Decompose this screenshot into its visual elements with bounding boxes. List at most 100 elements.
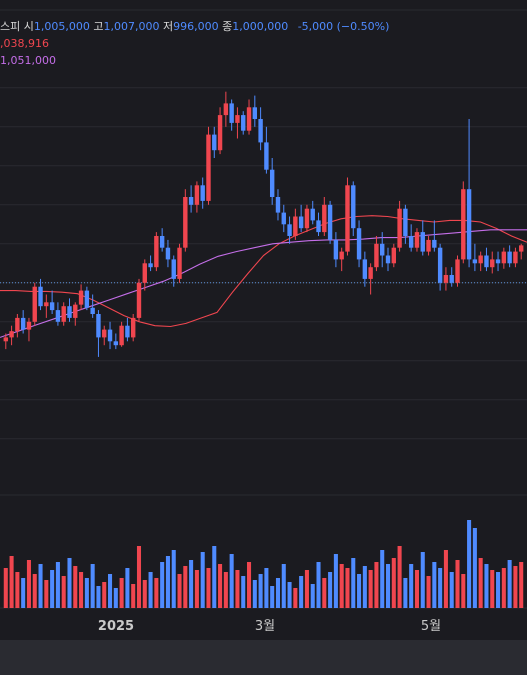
candle-body [304, 208, 310, 229]
volume-bar [299, 576, 304, 608]
legend-close-value: 1,000,000 [232, 20, 289, 33]
volume-bar [113, 588, 118, 608]
candle [426, 236, 431, 256]
volume-bar [391, 558, 396, 608]
candle-body [78, 290, 84, 305]
volume-bar [67, 558, 72, 608]
volume-bar [125, 568, 130, 608]
volume-bar [108, 574, 113, 608]
candle [154, 232, 159, 272]
volume-bar [194, 570, 199, 608]
candle [362, 251, 368, 287]
candle [9, 325, 14, 346]
candle [84, 286, 90, 311]
volume-bar [385, 564, 391, 608]
candle-body [130, 317, 136, 338]
candle [107, 321, 113, 350]
candle-body [339, 251, 344, 260]
candle-body [432, 239, 437, 248]
volume-bar [15, 572, 20, 608]
candle-body [281, 212, 286, 225]
candle-body [449, 275, 454, 283]
candle-body [90, 307, 95, 314]
candle [183, 189, 188, 252]
time-axis: 2025 3월 5월 [98, 619, 441, 634]
candle [495, 251, 501, 272]
candle [472, 243, 478, 272]
volume-bar [380, 550, 385, 608]
candlestick-series [3, 91, 524, 357]
candle-body [298, 216, 304, 229]
candle-body [194, 185, 200, 205]
candle-body [73, 304, 78, 318]
volume-bar [472, 528, 477, 608]
candle [252, 95, 258, 127]
candle-body [67, 306, 72, 318]
candle-body [49, 302, 55, 311]
volume-bar [339, 564, 344, 608]
candle-body [136, 282, 142, 318]
volume-bar [160, 562, 165, 608]
candle-body [26, 321, 32, 330]
candle [466, 119, 472, 268]
candle [490, 251, 495, 274]
candle [368, 263, 373, 295]
candle [148, 255, 153, 272]
volume-bar [362, 566, 367, 608]
candle [136, 278, 142, 322]
volume-bar [275, 578, 281, 608]
candle-body [246, 107, 252, 131]
volume-bar [304, 570, 309, 608]
volume-bar [310, 584, 315, 608]
candle [281, 204, 286, 233]
candle [298, 204, 304, 233]
candle-body [293, 216, 298, 236]
candle [333, 232, 339, 268]
candle [397, 200, 402, 252]
volume-bar [177, 574, 182, 608]
volume-bar [281, 564, 286, 608]
volume-bar [357, 574, 362, 608]
ohlc-legend: 스피 시1,005,000 고1,007,000 저996,000 종1,000… [0, 18, 389, 34]
candle [264, 126, 269, 174]
candle [437, 243, 443, 291]
volume-bar [484, 564, 489, 608]
candle-body [200, 185, 205, 201]
legend-low-value: 996,000 [173, 20, 219, 33]
candle-body [403, 208, 408, 236]
candle-body [177, 247, 182, 279]
candle-body [165, 247, 171, 260]
volume-bar [241, 576, 246, 608]
candle-body [507, 251, 512, 264]
volume-bar [61, 576, 66, 608]
candle [287, 216, 292, 244]
candle-body [362, 259, 368, 279]
volume-bar [212, 546, 217, 608]
candle-body [310, 208, 315, 221]
volume-bar [38, 564, 43, 608]
candle-body [356, 228, 362, 260]
candle [96, 310, 101, 357]
candle-body [351, 185, 356, 229]
volume-bar [206, 568, 211, 608]
candle [32, 282, 37, 326]
candle [78, 284, 84, 311]
candle [275, 189, 281, 221]
candle [507, 245, 512, 268]
candle [519, 243, 524, 260]
candle [90, 294, 95, 318]
candle [351, 181, 356, 236]
candle-body [513, 251, 518, 264]
legend-open-value: 1,005,000 [33, 20, 90, 33]
candle [130, 314, 136, 342]
volume-bar [26, 560, 31, 608]
volume-bar [426, 576, 431, 608]
volume-bar [131, 584, 136, 608]
candle [478, 251, 483, 272]
candle [304, 204, 310, 233]
candle [432, 220, 437, 252]
volume-bar [270, 586, 275, 608]
candle-body [84, 290, 90, 308]
